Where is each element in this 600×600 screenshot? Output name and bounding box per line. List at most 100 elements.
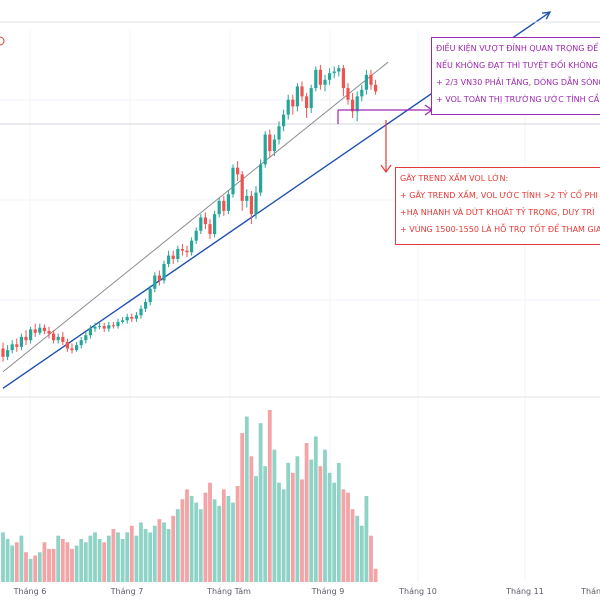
candle-body	[121, 320, 125, 322]
volume-bar	[318, 466, 323, 582]
candle-body	[153, 275, 157, 289]
volume-bar	[185, 489, 189, 582]
candle-body	[194, 230, 198, 241]
candle-body	[29, 329, 33, 341]
candle-body	[346, 88, 350, 100]
candle-body	[171, 255, 175, 259]
candle-body	[144, 302, 148, 309]
volume-bar	[373, 568, 378, 582]
candle-body	[157, 275, 161, 281]
note-box-trend-break[interactable]: GÃY TREND XẤM VOL LỚN: + GÃY TREND XẤM, …	[395, 167, 600, 245]
candle-body	[272, 139, 276, 152]
candle-body	[286, 99, 290, 115]
x-tick-label: Tháng 6	[13, 587, 47, 596]
volume-bar	[249, 456, 254, 582]
note-box-conditions[interactable]: ĐIỀU KIỆN VƯỢT ĐỈNH QUAN TRỌNG ĐỂ NẾU KH…	[431, 37, 600, 115]
candle-body	[369, 74, 373, 85]
candle-body	[305, 96, 309, 108]
candle-body	[180, 248, 184, 251]
volume-bar	[1, 532, 5, 582]
volume-bar	[111, 529, 116, 582]
volume-bar	[364, 495, 369, 582]
chart-grid	[0, 30, 600, 582]
candle-body	[222, 200, 226, 211]
volume-bar	[313, 436, 318, 582]
volume-bar	[327, 472, 332, 582]
volume-bar	[139, 522, 143, 582]
candle-body	[42, 327, 46, 332]
candle-body	[277, 126, 281, 140]
volume-bar	[120, 538, 125, 582]
volume-bar	[97, 538, 102, 582]
candle-body	[240, 174, 244, 201]
candle-body	[38, 327, 42, 333]
candle-body	[364, 74, 368, 90]
volume-bar	[152, 525, 157, 582]
volume-bar	[244, 416, 249, 582]
candle-body	[300, 86, 304, 97]
trendline-arrow	[541, 11, 552, 20]
volume-bar	[125, 532, 130, 582]
volume-bar	[189, 495, 194, 582]
volume-bar	[157, 519, 162, 582]
candle-body	[162, 263, 166, 281]
candle-body	[332, 71, 336, 74]
candle-body	[190, 240, 194, 253]
candle-body	[139, 308, 143, 316]
candle-body	[167, 255, 171, 264]
candle-body	[268, 134, 272, 152]
candle-body	[107, 325, 111, 329]
candle-body	[130, 316, 134, 319]
candle-body	[75, 345, 79, 351]
volume-bar	[180, 499, 185, 582]
volume-bar	[166, 529, 171, 582]
note-line: + VOL TOÀN THỊ TRƯỜNG ƯỚC TÍNH CẦN	[436, 95, 600, 104]
candle-body	[245, 195, 249, 201]
candle-body	[84, 335, 88, 341]
candle-body	[328, 73, 332, 80]
volume-bar	[5, 538, 10, 582]
candle-body	[341, 68, 345, 89]
volume-bar	[60, 538, 65, 582]
alert-icon[interactable]	[0, 36, 5, 46]
volume-bar	[359, 525, 364, 582]
candle-body	[116, 321, 120, 327]
candle-body	[208, 224, 212, 235]
candle-body	[1, 348, 5, 357]
volume-bar	[355, 515, 360, 582]
note-line: GÃY TREND XẤM VOL LỚN:	[400, 174, 509, 183]
volume-bar	[116, 532, 120, 582]
volume-bar	[203, 492, 208, 582]
candle-body	[318, 69, 322, 85]
volume-bar	[194, 502, 199, 582]
volume-bar	[42, 542, 47, 582]
candle-body	[93, 326, 97, 329]
candle-body	[33, 329, 37, 333]
volume-bar	[175, 509, 180, 582]
volume-bar	[134, 535, 139, 582]
volume-bar	[143, 529, 148, 582]
candle-body	[6, 350, 10, 357]
volume-bar	[221, 489, 226, 582]
candle-body	[236, 167, 240, 175]
volume-bar	[28, 558, 33, 582]
candle-body	[70, 348, 74, 351]
volume-bar	[212, 499, 217, 582]
candle-body	[199, 217, 203, 231]
candle-body	[148, 288, 152, 303]
volume-bar	[19, 535, 24, 582]
note-line: ĐIỀU KIỆN VƯỢT ĐỈNH QUAN TRỌNG ĐỂ	[436, 44, 599, 53]
x-axis: Tháng 6 Tháng 7 Tháng Tám Tháng 9 Tháng 10 Th…	[13, 587, 600, 596]
candle-body	[263, 134, 267, 165]
trendline[interactable]	[2, 61, 389, 373]
note-line: NẾU KHÔNG ĐẠT THÌ TUYỆT ĐỐI KHÔNG	[436, 61, 598, 70]
volume-bar	[290, 472, 295, 582]
volume-bar	[258, 423, 263, 582]
volume-bar	[83, 542, 88, 582]
candle-body	[355, 96, 359, 112]
volume-bar	[272, 449, 277, 582]
volume-bar	[14, 542, 19, 582]
candle-body	[314, 69, 318, 89]
volume-bar	[369, 535, 373, 582]
